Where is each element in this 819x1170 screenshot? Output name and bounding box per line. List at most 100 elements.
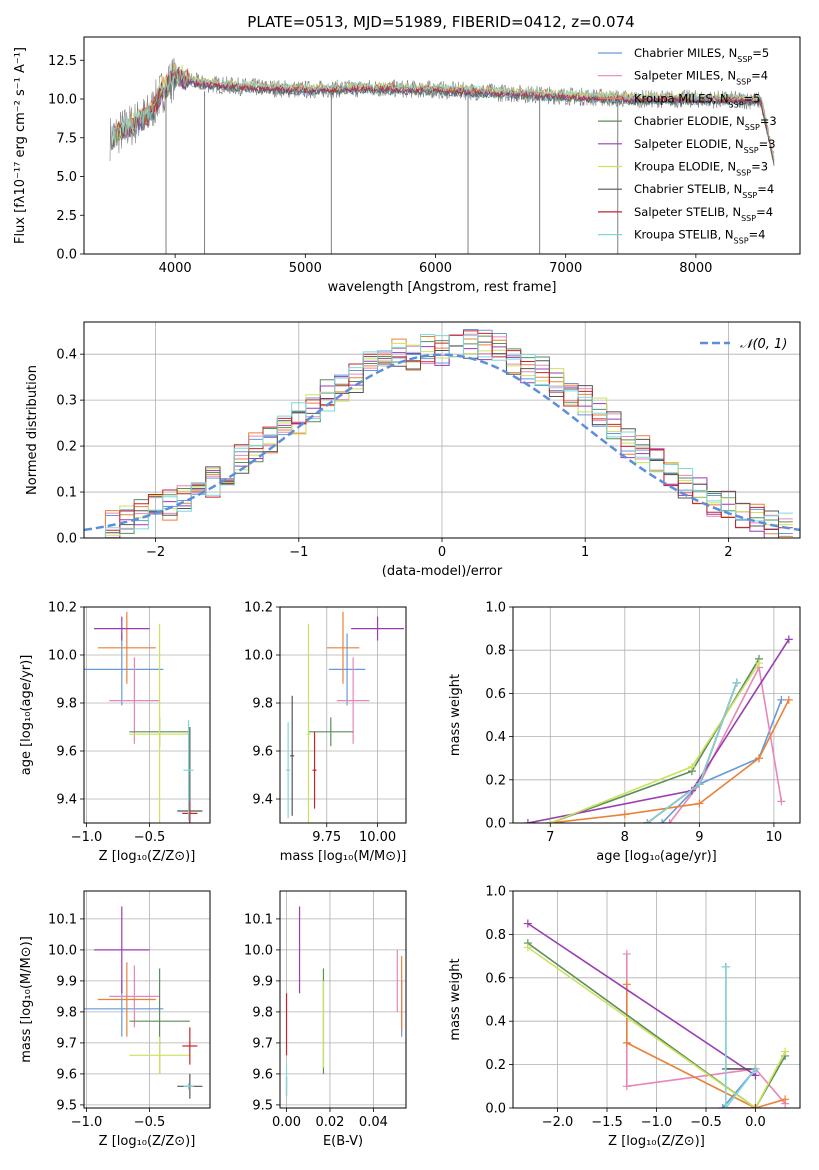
x-tick-label: −0.5 [134,830,166,845]
axes-frame [84,607,210,823]
legend-entry: Chabrier MILES, NSSP=5 [634,46,769,64]
legend-entry: Kroupa STELIB, NSSP=4 [634,228,765,246]
errorbar-point [351,617,404,641]
plot-area-age_vs_mass [286,612,404,845]
y-tick-label: 9.4 [56,793,77,808]
mass-weight-marker [623,1039,631,1047]
errorbar-point [109,965,159,1027]
errorbar-point [80,633,163,705]
x-tick-label: 8000 [679,261,712,276]
x-tick-label: 0.0 [745,1115,766,1130]
x-tick-label: 0 [438,545,446,560]
mass-weight-marker [623,950,631,958]
errorbar-point [327,612,360,684]
errorbar-point [94,617,149,641]
mass-weight-line [528,924,756,1076]
y-tick-label: 9.8 [252,1005,273,1020]
y-axis-label: mass weight [448,958,463,1040]
errorbar-point [313,732,317,809]
x-tick-label: 8 [621,830,629,845]
x-axis-label: Z [log₁₀(Z/Z⊙)] [99,1134,196,1149]
y-tick-label: 0.4 [485,1015,506,1030]
y-tick-label: 0.8 [485,928,506,943]
y-tick-label: 9.4 [252,793,273,808]
y-tick-label: 10.0 [244,943,273,958]
legend-entry: 𝒩(0, 1) [740,337,787,352]
y-tick-label: 9.9 [56,974,77,989]
x-tick-label: −0.5 [134,1115,166,1130]
errorbar-point [290,696,294,816]
mass-weight-marker [722,963,730,971]
y-tick-label: 0.0 [56,248,77,263]
errorbar-point [306,624,310,845]
legend-entry: Kroupa ELODIE, NSSP=3 [634,160,768,178]
x-tick-label: 10 [766,830,783,845]
mass-weight-marker [785,635,793,643]
y-tick-label: 0.2 [485,1058,506,1073]
y-tick-label: 0.4 [485,730,506,745]
x-axis-label: Z [log₁₀(Z/Z⊙)] [608,1134,705,1149]
y-tick-label: 5.0 [56,170,77,185]
y-tick-label: 0.2 [56,440,77,455]
y-tick-label: 0.6 [485,971,506,986]
x-axis-label: wavelength [Angstrom, rest frame] [328,280,557,295]
x-tick-label: −1 [289,545,308,560]
x-tick-label: −1.5 [591,1115,623,1130]
errorbar-point [286,722,290,818]
y-tick-label: 9.8 [252,697,273,712]
mass-weight-marker [621,810,629,818]
legend-entry: Chabrier ELODIE, NSSP=3 [634,114,777,132]
y-tick-label: 0.3 [56,394,77,409]
y-tick-label: 9.6 [252,1067,273,1082]
errorbar-point [184,1083,194,1089]
y-tick-label: 10.1 [48,912,77,927]
x-tick-label: 7 [546,830,554,845]
legend-entry: Salpeter ELODIE, NSSP=3 [634,137,776,155]
errorbar-point [98,962,156,1036]
x-tick-label: −1.0 [641,1115,673,1130]
x-axis-label: (data-model)/error [382,564,503,579]
y-tick-label: 10.0 [48,649,77,664]
x-tick-label: −2.0 [542,1115,574,1130]
y-tick-label: 0.1 [56,486,77,501]
y-axis-label: Flux [fλ10⁻¹⁷ erg cm⁻² s⁻¹ A⁻¹] [13,47,28,244]
plot-area-spectrum [110,58,774,254]
x-tick-label: 9 [695,830,703,845]
y-tick-label: 9.7 [56,1036,77,1051]
x-tick-label: 10.00 [359,830,396,845]
y-tick-label: 0.0 [485,1102,506,1117]
mass-weight-marker [777,696,785,704]
y-tick-label: 9.6 [252,745,273,760]
x-tick-label: 4000 [159,261,192,276]
y-tick-label: 10.1 [244,912,273,927]
mass-weight-marker [781,1095,789,1103]
y-tick-label: 10.0 [48,943,77,958]
errorbar-point [182,1027,197,1064]
y-tick-label: 10.0 [244,649,273,664]
panel-age_vs_mass: 9.75 10.00 9.4 9.6 9.8 10.0 10.2 mass [log₁₀(M/… [244,601,406,865]
mass-weight-marker [688,763,696,771]
plot-area-mass_vs_Z [80,907,202,1099]
panel-mass_vs_ebv: 0.00 0.02 0.04 9.5 9.6 9.7 9.8 9.9 10.0 10.1 E(B-V… [244,891,406,1149]
y-tick-label: 9.8 [56,1005,77,1020]
x-tick-label: −2 [146,545,165,560]
errorbar-point [129,1037,189,1074]
y-tick-label: 0.2 [485,773,506,788]
x-tick-label: 6000 [419,261,452,276]
mass-weight-line [647,683,736,823]
mass-weight-marker [781,1048,789,1056]
y-axis-label: mass [log₁₀(M/M⊙)] [19,936,34,1063]
legend-entry: Salpeter MILES, NSSP=4 [634,69,768,87]
errorbar-point [98,612,156,684]
y-tick-label: 9.6 [56,1067,77,1082]
x-tick-label: 7000 [549,261,582,276]
x-tick-label: 0.00 [272,1115,301,1130]
errorbar-point [94,907,149,994]
y-tick-label: 0.0 [56,532,77,547]
y-tick-label: 9.5 [252,1098,273,1113]
plot-area-massweight_vs_age [524,635,793,827]
y-tick-label: 0.6 [485,687,506,702]
x-tick-label: 0.02 [315,1115,344,1130]
plot-area-mass_vs_ebv [287,907,402,1096]
mass-weight-marker [623,1082,631,1090]
